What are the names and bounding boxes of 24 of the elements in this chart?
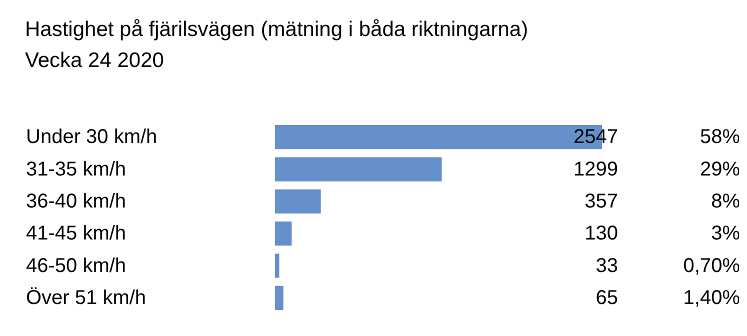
- text: 58%: [700, 126, 740, 148]
- data-label: 1299: [574, 158, 618, 180]
- data-label: 130: [584, 222, 618, 245]
- data-label: 357: [584, 190, 618, 212]
- data-label: 65: [596, 286, 618, 309]
- text: Vecka 24 2020: [25, 49, 164, 72]
- y-tick-label: 36-40 km/h: [26, 190, 126, 212]
- bar: [275, 157, 442, 182]
- text: 0,70%: [683, 254, 740, 277]
- chart-title: Hastighet på fjärilsvägen (mätning i båda riktningarna): [25, 18, 528, 41]
- text: 1,40%: [683, 286, 740, 309]
- bar: [275, 254, 280, 278]
- bar: [275, 222, 292, 246]
- text: 29%: [700, 158, 740, 180]
- y-tick-label: 41-45 km/h: [26, 222, 126, 245]
- data-label: 33: [596, 254, 618, 277]
- y-tick-label: Under 30 km/h: [26, 126, 158, 148]
- y-tick-label: Över 51 km/h: [26, 286, 146, 309]
- text: 8%: [711, 190, 740, 212]
- bar: [275, 189, 321, 214]
- text: 3%: [711, 222, 740, 245]
- y-tick-label: 31-35 km/h: [26, 158, 126, 180]
- bar: [275, 286, 284, 310]
- y-tick-label: 46-50 km/h: [26, 254, 126, 277]
